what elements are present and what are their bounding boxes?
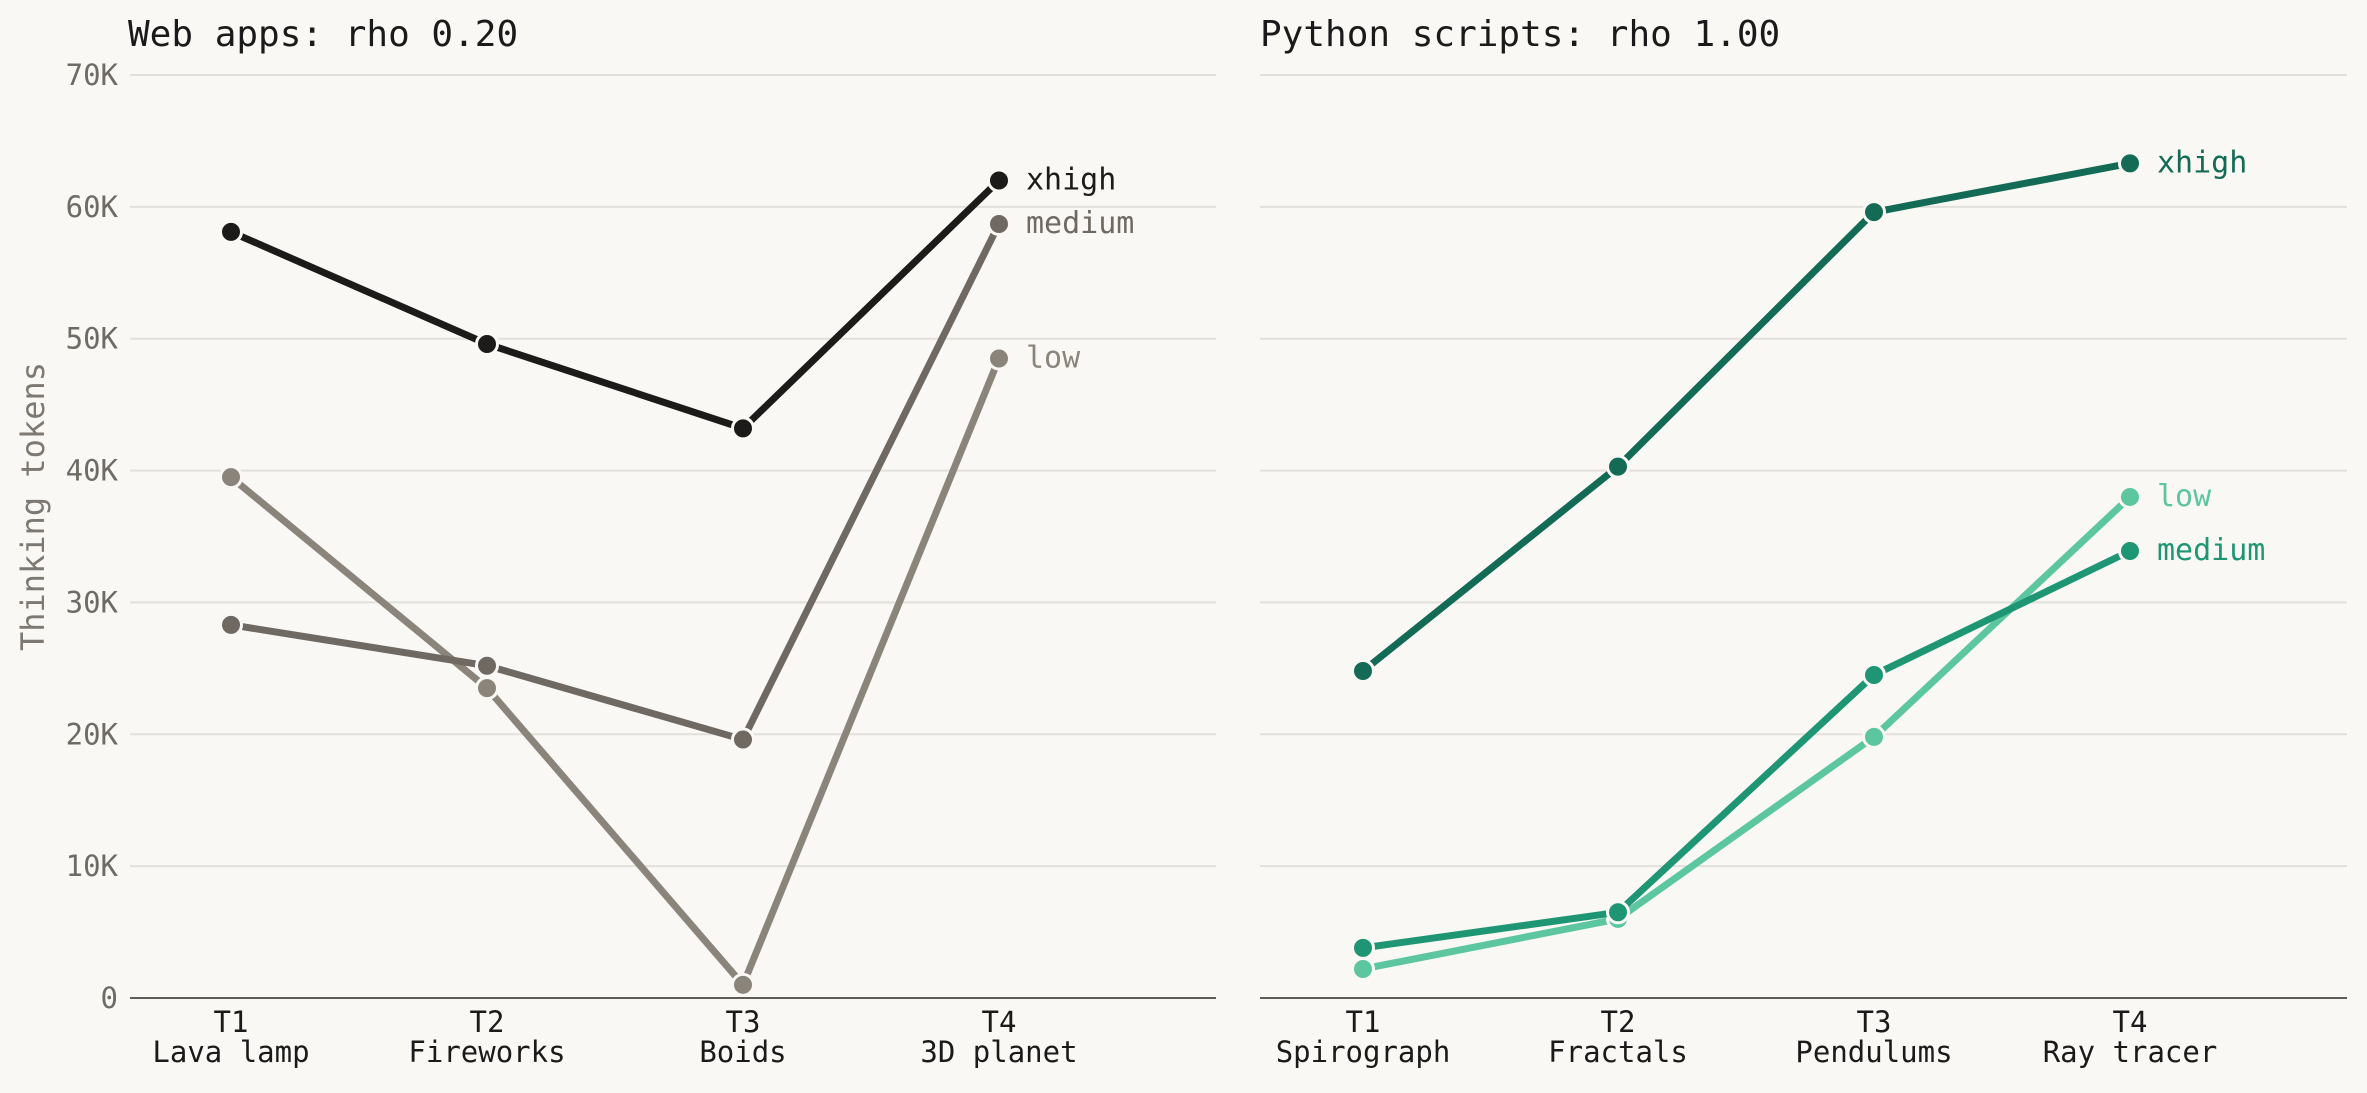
y-tick-label: 70K	[66, 58, 119, 92]
series-xhigh: xhigh	[219, 162, 1116, 441]
data-point	[1351, 658, 1375, 683]
y-axis-title: Thinking tokens	[14, 362, 52, 651]
chart-title: Python scripts: rho 1.00	[1260, 14, 1780, 55]
x-tick-label-code: T4	[2113, 1005, 2148, 1039]
x-tick-label-name: Fireworks	[408, 1035, 565, 1069]
x-tick-label-code: T2	[1601, 1005, 1636, 1039]
x-tick-label-name: Lava lamp	[152, 1035, 309, 1069]
x-tick-label-name: Ray tracer	[2043, 1035, 2218, 1069]
data-point	[2118, 151, 2142, 176]
series-label: medium	[1026, 206, 1134, 241]
series-label: low	[1026, 340, 1081, 375]
data-point	[219, 219, 243, 244]
y-tick-label: 20K	[66, 717, 119, 751]
x-tick-label-name: Pendulums	[1795, 1035, 1952, 1069]
series-line	[227, 354, 1003, 989]
series-line	[1359, 159, 2134, 675]
series-line	[227, 176, 1003, 432]
y-tick-label: 10K	[66, 849, 119, 883]
data-point	[987, 346, 1011, 371]
data-point	[475, 676, 499, 701]
series-line	[1359, 493, 2134, 973]
data-point	[219, 612, 243, 637]
chart-panel-1: 0 10K 20K 30K 40K 50K 60K 70K Thinking tokens Web…	[14, 14, 1216, 1069]
data-point	[987, 168, 1011, 193]
x-tick-label-code: T1	[214, 1005, 249, 1039]
series-line	[227, 220, 1003, 744]
data-point	[1862, 662, 1886, 687]
series-medium: medium	[1351, 533, 2265, 960]
data-point	[2118, 484, 2142, 509]
data-point	[1862, 200, 1886, 225]
series-medium: medium	[219, 206, 1134, 752]
series-label: low	[2157, 479, 2212, 514]
y-tick-label: 60K	[66, 190, 119, 224]
series-line	[1359, 547, 2134, 952]
data-point	[1351, 935, 1375, 960]
data-point	[219, 465, 243, 490]
data-point	[987, 211, 1011, 236]
y-tick-label: 0	[101, 981, 118, 1015]
x-tick-label-code: T1	[1346, 1005, 1381, 1039]
x-tick-label-name: 3D planet	[920, 1035, 1077, 1069]
chart-title: Web apps: rho 0.20	[128, 14, 518, 55]
data-point	[731, 972, 755, 997]
data-point	[475, 653, 499, 678]
data-point	[731, 416, 755, 441]
data-point	[475, 331, 499, 356]
x-tick-label-name: Boids	[699, 1035, 786, 1069]
x-tick-label-name: Spirograph	[1276, 1035, 1451, 1069]
series-label: medium	[2157, 533, 2265, 568]
x-tick-label-code: T4	[982, 1005, 1017, 1039]
data-point	[1351, 956, 1375, 981]
x-tick-label-code: T3	[726, 1005, 761, 1039]
data-point	[2118, 539, 2142, 564]
y-tick-label: 40K	[66, 454, 119, 488]
x-tick-label-code: T2	[470, 1005, 505, 1039]
data-point	[731, 727, 755, 752]
series-label: xhigh	[1026, 162, 1116, 197]
series-label: xhigh	[2157, 145, 2247, 180]
data-point	[1606, 900, 1630, 925]
x-tick-label-name: Fractals	[1548, 1035, 1688, 1069]
series-low: low	[1351, 479, 2212, 981]
y-tick-label: 30K	[66, 585, 119, 619]
series-low: low	[219, 340, 1081, 997]
data-point	[1862, 724, 1886, 749]
y-tick-label: 50K	[66, 322, 119, 356]
series-xhigh: xhigh	[1351, 145, 2247, 683]
data-point	[1606, 454, 1630, 479]
x-tick-label-code: T3	[1857, 1005, 1892, 1039]
